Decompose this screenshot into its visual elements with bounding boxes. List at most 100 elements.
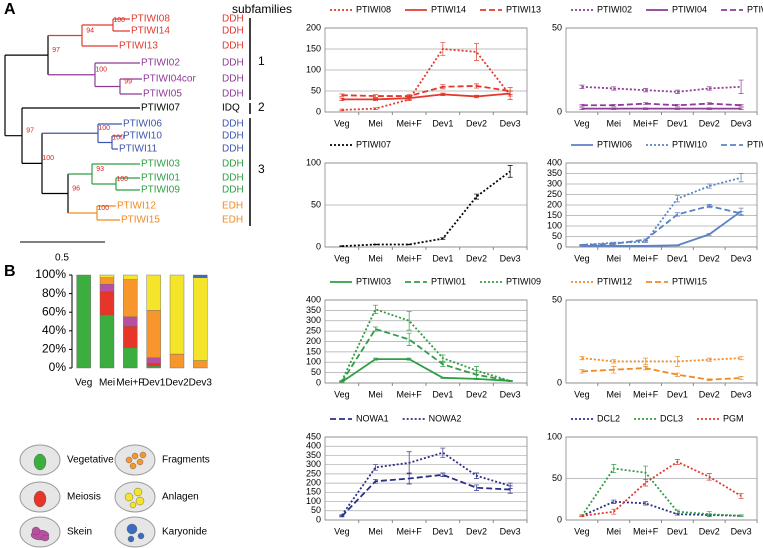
legend-swatch xyxy=(129,501,137,509)
x-tick-label: Mei+F xyxy=(397,118,423,128)
x-tick-label: Dev2 xyxy=(466,118,487,128)
error-bar xyxy=(507,87,513,95)
x-tick-label: Mei+F xyxy=(397,253,423,263)
series-line xyxy=(581,176,742,246)
error-bar xyxy=(643,501,649,506)
y-tick-label: 100 xyxy=(306,496,321,506)
error-bar xyxy=(339,380,345,382)
error-bar xyxy=(643,357,649,366)
leaf-label: PTIWI11 xyxy=(119,144,158,155)
error-bar xyxy=(611,359,617,364)
x-tick-label: Dev1 xyxy=(667,526,688,536)
x-tick-label: Dev2 xyxy=(165,378,189,389)
error-bar xyxy=(674,107,680,110)
series-line xyxy=(581,367,742,381)
error-bar xyxy=(611,508,617,515)
series-line xyxy=(341,451,511,516)
y-tick-label: 50 xyxy=(311,85,321,95)
x-tick-label: Dev3 xyxy=(500,253,521,263)
legend-label: PTIWI14 xyxy=(431,4,466,14)
legend-label: PTIWI07 xyxy=(356,139,391,149)
legend-label: PTIWI03 xyxy=(356,276,391,286)
legend-label: PGM xyxy=(723,413,744,423)
group-label: 1 xyxy=(258,54,265,68)
error-bar xyxy=(339,514,345,517)
x-tick-label: Veg xyxy=(574,118,590,128)
y-tick-label: 400 xyxy=(547,157,562,167)
y-tick-label: 50 xyxy=(552,473,562,483)
error-bar xyxy=(738,376,744,381)
error-bar xyxy=(474,193,479,200)
legend-label: PTIWI09 xyxy=(506,276,541,286)
y-tick-label: 40% xyxy=(42,323,66,337)
error-bar xyxy=(373,97,378,102)
error-bar xyxy=(611,499,617,504)
y-tick-label: 20% xyxy=(42,342,66,356)
x-tick-label: Mei xyxy=(606,526,621,536)
x-tick-label: Mei+F xyxy=(633,118,659,128)
error-bar xyxy=(738,107,744,110)
x-tick-label: Dev3 xyxy=(731,253,752,263)
y-tick-label: 50 xyxy=(552,294,562,304)
x-tick-label: Veg xyxy=(334,389,350,399)
error-bar xyxy=(738,79,744,94)
bar-segment xyxy=(123,325,138,348)
error-bar xyxy=(643,366,649,371)
series-line xyxy=(581,102,742,107)
error-bar xyxy=(674,244,680,247)
x-tick-label: Mei+F xyxy=(633,389,659,399)
error-bar xyxy=(674,89,680,94)
bar-segment xyxy=(99,284,115,292)
legend-label: PTIWI11 xyxy=(747,139,763,149)
y-tick-label: 300 xyxy=(547,178,562,188)
bootstrap-value: 100 xyxy=(42,155,54,162)
panel-label: A xyxy=(4,1,16,18)
x-tick-label: Mei xyxy=(368,118,383,128)
x-tick-label: Dev3 xyxy=(500,389,521,399)
y-tick-label: 300 xyxy=(306,459,321,469)
error-bar xyxy=(738,514,744,518)
error-bar xyxy=(706,233,712,236)
y-tick-label: 450 xyxy=(306,431,321,441)
x-tick-label: Dev1 xyxy=(432,526,453,536)
error-bar xyxy=(406,451,412,475)
error-bar xyxy=(507,380,513,382)
error-bar xyxy=(440,92,446,96)
y-tick-label: 200 xyxy=(306,336,321,346)
y-tick-label: 100 xyxy=(306,157,321,167)
error-bar xyxy=(373,304,378,314)
error-bar xyxy=(406,357,412,361)
y-tick-label: 50 xyxy=(552,22,562,32)
leaf-label: PTIWI01 xyxy=(141,173,180,184)
error-bar xyxy=(440,361,446,367)
x-tick-label: Dev3 xyxy=(500,118,521,128)
error-bar xyxy=(440,354,446,362)
series-line xyxy=(581,460,742,517)
bootstrap-value: 100 xyxy=(97,205,109,212)
legend-swatch xyxy=(137,532,145,540)
bootstrap-value: 96 xyxy=(72,185,80,192)
series-line xyxy=(581,357,742,363)
motif-label: DDH xyxy=(222,58,244,69)
motif-label: DDH xyxy=(222,14,244,25)
error-bar xyxy=(373,479,378,484)
legend-cell xyxy=(114,481,156,513)
error-bar xyxy=(339,93,345,97)
error-bar xyxy=(706,102,712,105)
error-bar xyxy=(706,511,712,518)
error-bar xyxy=(373,107,378,110)
error-bar xyxy=(406,311,412,331)
bootstrap-value: 97 xyxy=(52,47,60,54)
legend-swatch xyxy=(127,535,135,543)
y-tick-label: 0 xyxy=(557,377,562,387)
y-tick-label: 50 xyxy=(311,505,321,515)
legend-label: NOWA1 xyxy=(356,413,389,423)
bar-segment xyxy=(123,279,138,318)
motif-label: DDH xyxy=(222,185,244,196)
error-bar xyxy=(706,86,712,91)
y-tick-label: 80% xyxy=(42,286,66,300)
y-tick-label: 350 xyxy=(306,450,321,460)
y-tick-label: 50 xyxy=(552,231,562,241)
x-tick-label: Dev1 xyxy=(432,389,453,399)
